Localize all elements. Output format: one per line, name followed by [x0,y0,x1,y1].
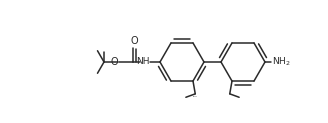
Text: O: O [130,37,138,46]
Text: NH$_2$: NH$_2$ [272,56,290,68]
Text: methyl: methyl [193,95,198,97]
Text: O: O [111,57,118,67]
Text: NH: NH [136,57,150,67]
